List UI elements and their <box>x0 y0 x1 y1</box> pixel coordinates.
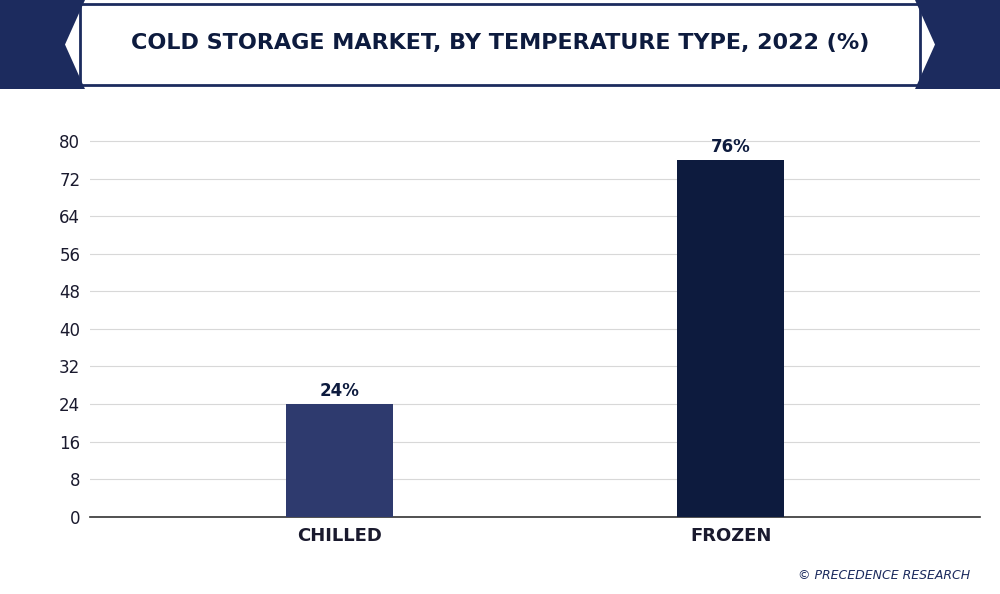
Bar <box>677 160 784 517</box>
Bar <box>286 404 393 517</box>
Text: © PRECEDENCE RESEARCH: © PRECEDENCE RESEARCH <box>798 569 970 582</box>
Text: COLD STORAGE MARKET, BY TEMPERATURE TYPE, 2022 (%): COLD STORAGE MARKET, BY TEMPERATURE TYPE… <box>131 33 869 53</box>
FancyBboxPatch shape <box>80 5 920 85</box>
Polygon shape <box>0 0 85 89</box>
Text: 76%: 76% <box>711 138 751 156</box>
Polygon shape <box>915 0 1000 89</box>
Text: 24%: 24% <box>319 383 359 400</box>
